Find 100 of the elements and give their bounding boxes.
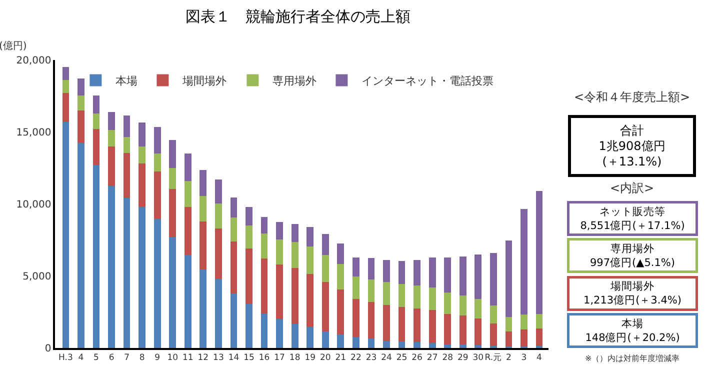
bar	[154, 219, 161, 348]
bar	[322, 255, 329, 282]
x-tick-label: 2	[506, 352, 512, 363]
bar	[474, 318, 482, 346]
bar	[306, 327, 314, 348]
bar	[414, 260, 420, 286]
bar	[398, 306, 406, 342]
bar	[169, 140, 176, 168]
bar	[108, 186, 115, 348]
bar	[306, 274, 314, 328]
bar	[200, 170, 207, 196]
bar	[352, 257, 360, 277]
bar	[230, 198, 238, 218]
text: 専用場外 997億円(▲5.1%)	[590, 242, 675, 269]
bar	[108, 146, 115, 186]
bar	[92, 129, 100, 166]
legend-label: 場間場外	[182, 74, 227, 88]
bar	[230, 218, 238, 242]
text: ネット販売等 8,551億円(＋17.1%)	[580, 205, 685, 232]
bar	[414, 285, 420, 308]
bar	[459, 295, 466, 316]
bar	[184, 206, 192, 256]
bar	[246, 226, 252, 249]
bar	[459, 316, 466, 344]
x-tick-label: 5	[94, 352, 99, 363]
bar	[505, 240, 512, 318]
x-tick-label: 11	[182, 352, 194, 363]
bar	[246, 206, 252, 226]
bar	[414, 342, 420, 348]
bar	[368, 258, 375, 280]
x-tick-label: 27	[426, 352, 438, 363]
bar	[505, 317, 512, 332]
x-tick-label: 4	[78, 352, 84, 363]
legend-label: 専用場外	[272, 74, 317, 88]
bar	[260, 234, 268, 259]
x-tick-label: 9	[154, 352, 160, 363]
bar	[92, 113, 100, 130]
bar	[138, 206, 146, 348]
bar	[62, 67, 70, 80]
x-tick-label: 28	[442, 352, 454, 363]
bar	[536, 314, 543, 328]
bar	[200, 196, 207, 222]
bar	[428, 257, 436, 288]
x-tick-label: 16	[258, 352, 270, 363]
bar	[368, 280, 375, 302]
text: 場間場外 1,213億円(＋3.4%)	[584, 280, 682, 306]
x-tick-label: 24	[381, 352, 392, 363]
x-tick-label: 10	[167, 352, 178, 363]
bar	[246, 304, 252, 348]
bar	[474, 254, 482, 300]
y-tick-label: 20,000	[16, 56, 52, 66]
x-tick-label: 17	[274, 352, 285, 363]
bar	[123, 198, 130, 348]
bar	[398, 260, 406, 284]
bar	[184, 255, 192, 348]
x-tick-label: 30	[472, 352, 484, 363]
bar	[260, 216, 268, 234]
bar	[184, 180, 192, 207]
text: 本場 148億円(＋20.2%)	[585, 317, 680, 344]
bar	[444, 257, 452, 293]
bar	[398, 284, 406, 307]
bar	[428, 310, 436, 343]
bar	[337, 264, 344, 290]
bar	[352, 337, 360, 348]
bar	[78, 78, 84, 96]
x-tick-label: 21	[335, 352, 346, 363]
bar	[215, 180, 222, 204]
bar	[368, 302, 375, 339]
bar	[62, 93, 70, 122]
bar	[520, 329, 528, 346]
bar	[490, 252, 497, 306]
text: ※（）内は対前年度増減率	[585, 354, 680, 363]
bar	[291, 268, 298, 324]
bar	[490, 306, 497, 324]
bar	[123, 115, 130, 138]
bar	[520, 314, 528, 330]
bar	[169, 168, 176, 189]
bar	[154, 126, 161, 154]
bar	[474, 345, 482, 348]
bar	[92, 165, 100, 348]
x-tick-label: 13	[213, 352, 224, 363]
text: <令和４年度売上額>	[574, 90, 690, 104]
bar	[520, 209, 528, 314]
bar	[108, 130, 115, 146]
y-tick-label: 15,000	[16, 128, 52, 138]
bar	[78, 95, 84, 110]
bar	[322, 331, 329, 348]
bar	[352, 299, 360, 338]
bar	[230, 241, 238, 294]
bar	[108, 112, 115, 130]
x-tick-label: 22	[350, 352, 362, 363]
bar	[62, 122, 70, 348]
bar	[383, 340, 390, 348]
bar	[260, 313, 268, 348]
bar	[246, 248, 252, 304]
bar	[215, 278, 222, 348]
bar	[92, 95, 100, 114]
bar	[505, 331, 512, 347]
bar	[337, 334, 344, 348]
bar	[322, 282, 329, 332]
